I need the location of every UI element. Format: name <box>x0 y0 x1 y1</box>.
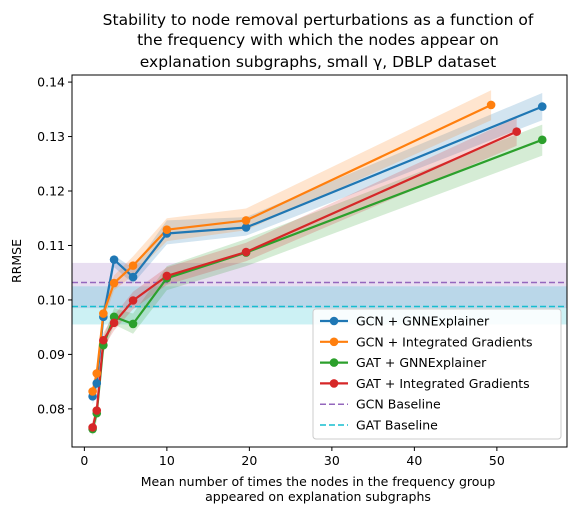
series-line-1 <box>91 103 492 392</box>
y-axis-ticks: 0.08 0.09 0.10 0.11 0.12 0.13 0.14 <box>37 75 72 416</box>
series-markers <box>88 100 547 434</box>
legend-frame <box>312 308 562 440</box>
series-2-point-7 <box>537 135 547 145</box>
series-0-point-3 <box>109 255 119 264</box>
y-tick-label-1: 0.09 <box>37 347 65 362</box>
y-tick-label-6: 0.14 <box>37 75 65 90</box>
series-0-point-1 <box>92 378 102 388</box>
x-tick-label-2: 20 <box>241 453 257 468</box>
y-tick-label-4: 0.12 <box>37 184 65 199</box>
plot-frame <box>71 74 568 448</box>
confidence-band-2 <box>92 124 543 437</box>
series-0-point-4 <box>128 272 138 282</box>
series-3-point-6 <box>241 247 251 257</box>
x-tick-label-1: 10 <box>159 453 175 468</box>
series-1-point-3 <box>109 278 119 288</box>
series-1-point-2 <box>99 309 108 318</box>
chart-title-line-2: the frequency with which the nodes appea… <box>137 31 499 49</box>
x-axis-label-line-1: Mean number of times the nodes in the fr… <box>141 474 496 489</box>
series-3-point-7 <box>512 127 521 136</box>
series-3-point-5 <box>162 271 172 281</box>
series-1-point-0 <box>88 387 97 396</box>
chart-title-line-3: explanation subgraphs, small γ, DBLP dat… <box>140 53 496 71</box>
series-3-point-2 <box>99 335 108 345</box>
series-1-point-1 <box>92 369 102 378</box>
series-0-point-6 <box>241 223 251 232</box>
legend-label-0: GCN + GNNExplainer <box>356 314 490 329</box>
y-axis-label: RRMSE <box>9 239 24 283</box>
legend-label-3: GAT + Integrated Gradients <box>356 376 530 391</box>
x-tick-label-4: 40 <box>406 453 422 468</box>
y-tick-label-2: 0.10 <box>37 292 65 307</box>
confidence-band-1 <box>92 90 492 400</box>
y-tick-label-3: 0.11 <box>37 238 65 253</box>
series-3-point-1 <box>92 406 102 415</box>
legend-marker-2 <box>329 358 339 367</box>
series-1-point-4 <box>128 261 138 270</box>
legend-label-4: GCN Baseline <box>356 397 441 412</box>
x-axis-label-line-2: appeared on explanation subgraphs <box>205 489 431 504</box>
series-0-point-7 <box>537 102 547 111</box>
y-tick-label-5: 0.13 <box>37 129 65 144</box>
series-line-3 <box>91 130 518 428</box>
x-axis-ticks: 0 10 20 30 40 50 <box>80 447 505 468</box>
series-1-point-5 <box>162 225 172 234</box>
x-tick-label-0: 0 <box>80 453 88 468</box>
chart-title-line-1: Stability to node removal perturbations … <box>103 11 534 29</box>
legend-marker-3 <box>329 379 339 388</box>
series-3-point-0 <box>88 423 97 432</box>
legend-label-1: GCN + Integrated Gradients <box>356 334 533 349</box>
baseline-lines <box>72 281 567 308</box>
confidence-band-3 <box>92 117 517 436</box>
series-3-point-4 <box>128 296 138 305</box>
legend-label-5: GAT Baseline <box>356 418 438 433</box>
x-tick-label-5: 50 <box>489 453 505 468</box>
series-1-point-7 <box>486 100 496 110</box>
legend-marker-0 <box>329 316 339 326</box>
series-3-point-3 <box>109 318 119 328</box>
series-1-point-6 <box>241 216 251 225</box>
x-tick-label-3: 30 <box>324 453 340 468</box>
legend-marker-1 <box>329 337 339 347</box>
legend-label-2: GAT + GNNExplainer <box>356 355 487 370</box>
legend: GCN + GNNExplainer GCN + Integrated Gradi… <box>312 308 562 440</box>
y-tick-label-0: 0.08 <box>37 401 65 416</box>
series-2-point-4 <box>128 319 138 329</box>
series-2-point-3 <box>109 312 119 322</box>
